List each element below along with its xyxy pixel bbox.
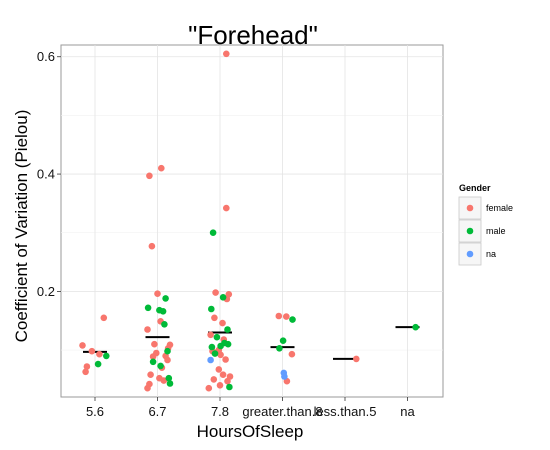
data-point-female — [223, 50, 230, 58]
data-point-female — [226, 373, 234, 380]
data-point-female — [88, 347, 96, 355]
data-point-male — [162, 295, 169, 302]
x-tick-label: less.than.5 — [314, 404, 377, 419]
data-point-male — [209, 229, 217, 236]
data-point-male — [144, 304, 152, 312]
data-point-female — [156, 374, 163, 382]
x-tick-label: 5.6 — [86, 404, 104, 419]
data-point-male — [226, 383, 233, 391]
data-point-female — [288, 350, 296, 358]
data-point-female — [148, 242, 156, 250]
data-point-female — [83, 363, 91, 370]
data-point-male — [224, 340, 232, 348]
data-point-male — [208, 305, 215, 313]
legend-label: female — [486, 203, 513, 213]
data-point-male — [208, 343, 216, 351]
legend: Gender female male na — [458, 183, 513, 266]
data-point-female — [353, 355, 360, 363]
data-point-female — [219, 371, 227, 379]
data-point-female — [210, 376, 218, 383]
data-point-female — [164, 356, 171, 364]
data-point-na — [281, 373, 288, 380]
data-point-female — [216, 382, 224, 389]
data-point-male — [224, 326, 231, 333]
data-point-female — [147, 371, 154, 379]
data-point-male — [165, 374, 173, 382]
legend-key-point — [466, 250, 474, 258]
data-point-female — [96, 350, 103, 358]
data-point-female — [158, 164, 165, 172]
data-point-female — [154, 290, 161, 298]
plot-panel — [60, 44, 444, 398]
data-point-female — [207, 331, 214, 339]
x-axis-title: HoursOfSleep — [197, 422, 304, 441]
data-points — [79, 50, 419, 392]
grid-lines — [61, 45, 443, 397]
data-point-female — [275, 312, 283, 320]
data-point-female — [212, 289, 219, 296]
legend-title: Gender — [459, 183, 491, 193]
data-point-female — [222, 356, 229, 363]
data-point-male — [213, 333, 221, 341]
data-point-female — [144, 326, 151, 333]
x-tick-label: na — [400, 404, 415, 419]
x-tick-label: 7.8 — [211, 404, 229, 419]
data-point-male — [164, 347, 171, 355]
data-point-male — [94, 360, 102, 368]
data-point-female — [215, 366, 223, 373]
y-tick-label: 0.2 — [37, 284, 55, 299]
legend-label: male — [486, 226, 506, 236]
data-point-female — [151, 340, 158, 348]
data-point-female — [149, 353, 157, 360]
data-point-male — [161, 321, 168, 328]
x-tick-label: 6.7 — [148, 404, 166, 419]
data-point-male — [289, 316, 296, 323]
data-point-female — [144, 384, 151, 392]
data-point-female — [223, 204, 230, 212]
data-point-female — [217, 351, 224, 359]
y-axis: 0.2 0.4 0.6 — [37, 49, 61, 299]
data-point-female — [205, 384, 213, 392]
data-point-female — [146, 172, 153, 180]
data-point-male — [276, 345, 283, 352]
y-tick-label: 0.6 — [37, 49, 55, 64]
legend-label: na — [486, 249, 496, 259]
data-point-male — [166, 380, 174, 387]
data-point-male — [279, 337, 287, 345]
data-point-male — [211, 350, 219, 357]
y-axis-title: Coefficient of Variation (Pielou) — [12, 110, 31, 343]
data-point-male — [149, 358, 157, 366]
data-point-female — [82, 368, 89, 376]
plot-area — [60, 44, 444, 398]
data-point-male — [217, 342, 224, 350]
data-point-male — [159, 308, 167, 315]
data-point-male — [157, 362, 164, 370]
data-point-male — [219, 294, 227, 301]
data-point-female — [211, 314, 218, 322]
data-point-female — [219, 319, 226, 327]
data-point-male — [412, 323, 419, 331]
x-tick-label: greater.than.8 — [242, 404, 322, 419]
data-point-female — [79, 342, 86, 349]
legend-key-point — [466, 227, 474, 235]
legend-key-point — [466, 204, 474, 212]
y-tick-label: 0.4 — [37, 167, 55, 182]
data-point-female — [100, 314, 108, 322]
data-point-na — [207, 356, 214, 364]
data-point-male — [103, 352, 110, 360]
data-point-female — [283, 313, 290, 320]
